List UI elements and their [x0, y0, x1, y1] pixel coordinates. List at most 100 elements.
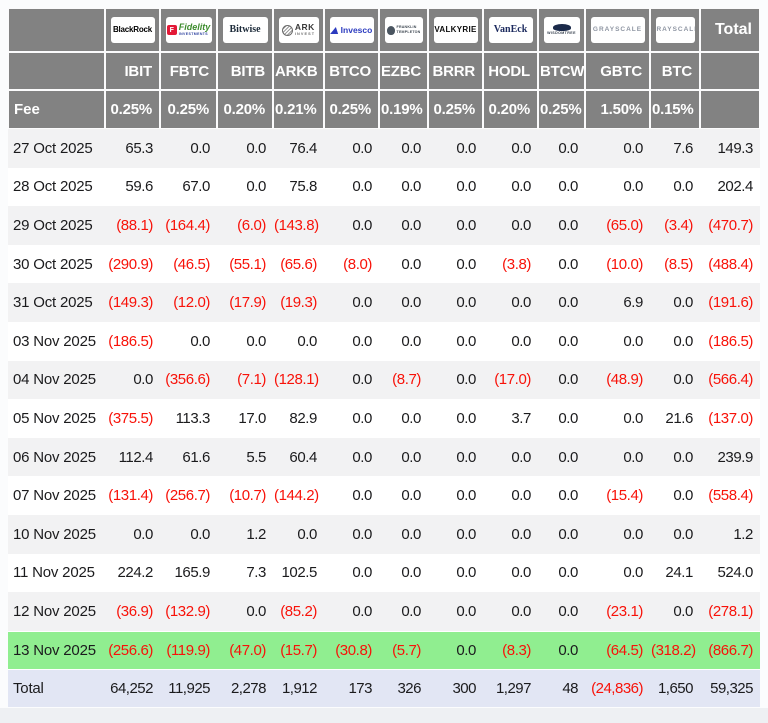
flow-value-cell: (186.5) [105, 321, 160, 361]
total-column-header: Total [700, 8, 760, 52]
ticker-header-btc: BTC [650, 52, 700, 90]
flow-value-cell: (64.5) [585, 630, 650, 670]
flow-value-cell: 0.0 [379, 553, 428, 593]
flow-value-cell: (10.7) [217, 476, 273, 515]
flow-value-cell: 0.0 [483, 553, 538, 593]
flow-value-cell: 0.0 [324, 360, 379, 400]
date-cell: 27 Oct 2025 [8, 129, 105, 168]
date-cell: 04 Nov 2025 [8, 360, 105, 400]
ticker-header-ezbc: EZBC [379, 52, 428, 90]
flow-value-cell: 0.0 [105, 514, 160, 554]
flow-value-cell: 0.0 [428, 592, 483, 631]
flow-value-cell: 0.0 [379, 129, 428, 168]
flow-value-cell: 0.0 [650, 360, 700, 400]
flow-row-29-oct-2025: 29 Oct 2025 (88.1) (164.4) (6.0) (143.8) 0.0 0… [8, 206, 760, 245]
flow-value-cell: (131.4) [105, 476, 160, 515]
flow-value-cell: 0.0 [217, 592, 273, 631]
flow-value-cell: 0.0 [160, 129, 217, 168]
flow-value-cell: 21.6 [650, 399, 700, 438]
ticker-header-ibit: IBIT [105, 52, 160, 90]
ticker-row: IBIT FBTC BITB ARKB BTCO EZBC BRRR HODL BTCW GBTC… [8, 52, 760, 90]
flow-value-cell: 59.6 [105, 167, 160, 207]
flow-value-cell: (278.1) [700, 592, 760, 631]
ark-circle-icon [281, 24, 293, 36]
grayscale-logo: GRAYSCALE [590, 17, 645, 43]
flow-value-cell: 239.9 [700, 437, 760, 477]
flow-value-cell: 0.0 [538, 476, 585, 515]
flow-value-cell: 0.0 [538, 360, 585, 400]
flow-value-cell: 0.0 [379, 321, 428, 361]
total-value-cell: 326 [379, 669, 428, 708]
provider-logo-cell-hodl: VanEck [483, 8, 538, 52]
fee-arkb: 0.21% [273, 90, 324, 129]
flow-value-cell: 0.0 [585, 437, 650, 477]
total-value-cell: 1,912 [273, 669, 324, 708]
flow-value-cell: 0.0 [324, 476, 379, 515]
flow-value-cell: (558.4) [700, 476, 760, 515]
flow-value-cell: 67.0 [160, 167, 217, 207]
fee-gbtc: 1.50% [585, 90, 650, 129]
flow-value-cell: (88.1) [105, 206, 160, 245]
flow-value-cell: 0.0 [650, 514, 700, 554]
flow-value-cell: 0.0 [483, 129, 538, 168]
flow-row-07-nov-2025: 07 Nov 2025 (131.4) (256.7) (10.7) (144.2) 0.… [8, 476, 760, 515]
fidelity-logo: F Fidelity INVESTMENTS [165, 17, 212, 43]
flow-row-31-oct-2025: 31 Oct 2025 (149.3) (12.0) (17.9) (19.3) 0.0 0… [8, 283, 760, 322]
wisdomtree-logo: WISDOMTREE [543, 17, 580, 43]
flow-value-cell: (85.2) [273, 592, 324, 631]
flow-value-cell: 65.3 [105, 129, 160, 168]
date-cell: 07 Nov 2025 [8, 476, 105, 515]
flow-value-cell: (256.6) [105, 630, 160, 670]
flow-row-06-nov-2025: 06 Nov 2025 112.4 61.6 5.5 60.4 0.0 0.0 0.0 0.0 0… [8, 437, 760, 477]
date-cell: 13 Nov 2025 [8, 630, 105, 670]
date-cell: 11 Nov 2025 [8, 553, 105, 593]
flow-value-cell: (866.7) [700, 630, 760, 670]
flow-value-cell: 0.0 [273, 321, 324, 361]
grayscale-logo: GRAYSCALE [655, 17, 695, 43]
wisdomtree-wordmark: WISDOMTREE [547, 31, 576, 36]
flow-row-28-oct-2025: 28 Oct 2025 59.6 67.0 0.0 75.8 0.0 0.0 0.0 0.0 0.… [8, 167, 760, 207]
flow-value-cell: (8.0) [324, 244, 379, 284]
flow-value-cell: 0.0 [379, 206, 428, 245]
flow-value-cell: 1.2 [217, 514, 273, 554]
flow-value-cell: (318.2) [650, 630, 700, 670]
fidelity-pyramid-icon: F [166, 25, 177, 35]
fee-btco: 0.25% [324, 90, 379, 129]
flow-value-cell: 0.0 [428, 630, 483, 670]
date-cell: 03 Nov 2025 [8, 321, 105, 361]
flow-value-cell: 0.0 [538, 399, 585, 438]
flow-value-cell: 0.0 [483, 476, 538, 515]
flow-value-cell: 0.0 [273, 514, 324, 554]
flow-value-cell: (566.4) [700, 360, 760, 400]
blackrock-logo: BlackRock [110, 17, 155, 43]
flow-row-04-nov-2025: 04 Nov 2025 0.0 (356.6) (7.1) (128.1) 0.0 (8.7… [8, 360, 760, 400]
flow-value-cell: 0.0 [585, 514, 650, 554]
flow-value-cell: 0.0 [538, 437, 585, 477]
flow-value-cell: 0.0 [428, 399, 483, 438]
grayscale-wordmark: GRAYSCALE [592, 25, 643, 33]
flow-value-cell: (65.0) [585, 206, 650, 245]
flow-row-05-nov-2025: 05 Nov 2025 (375.5) 113.3 17.0 82.9 0.0 0.0 0.0… [8, 399, 760, 438]
flow-value-cell: 0.0 [538, 206, 585, 245]
invesco-triangle-icon [329, 26, 340, 34]
franklin-subtext: TEMPLETON [396, 29, 421, 34]
total-value-cell: 48 [538, 669, 585, 708]
fee-btc: 0.15% [650, 90, 700, 129]
flow-value-cell: (10.0) [585, 244, 650, 284]
flow-value-cell: 0.0 [483, 592, 538, 631]
provider-logo-cell-fbtc: F Fidelity INVESTMENTS [160, 8, 217, 52]
flow-value-cell: 0.0 [650, 283, 700, 322]
fee-bitb: 0.20% [217, 90, 273, 129]
flow-value-cell: 0.0 [379, 283, 428, 322]
flow-value-cell: 0.0 [324, 129, 379, 168]
flow-value-cell: (144.2) [273, 476, 324, 515]
flow-value-cell: 61.6 [160, 437, 217, 477]
flow-value-cell: (15.7) [273, 630, 324, 670]
flow-value-cell: 17.0 [217, 399, 273, 438]
flow-value-cell: 0.0 [650, 321, 700, 361]
provider-logo-cell-btco: Invesco [324, 8, 379, 52]
flow-value-cell: 0.0 [585, 553, 650, 593]
flow-value-cell: 0.0 [324, 321, 379, 361]
flow-value-cell: (55.1) [217, 244, 273, 284]
flow-value-cell: 113.3 [160, 399, 217, 438]
